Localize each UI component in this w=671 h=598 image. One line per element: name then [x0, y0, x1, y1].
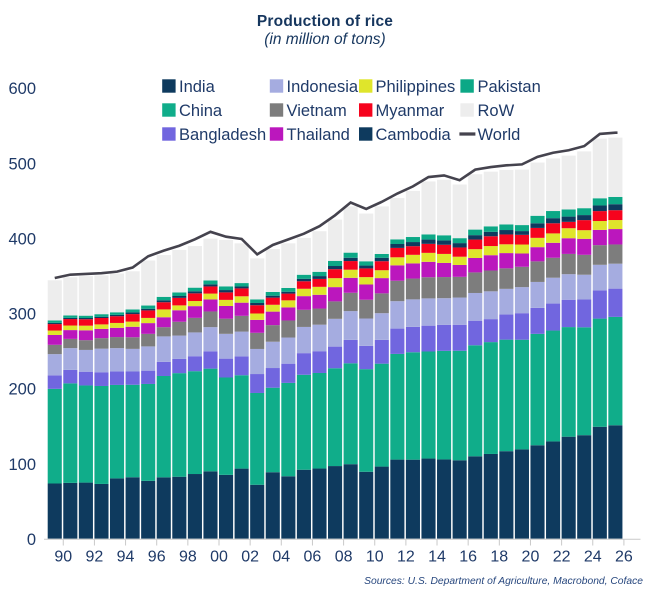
- svg-text:06: 06: [304, 549, 322, 566]
- svg-text:100: 100: [8, 456, 36, 474]
- svg-text:Vietnam: Vietnam: [287, 102, 347, 120]
- svg-text:00: 00: [210, 549, 228, 566]
- svg-text:400: 400: [8, 230, 36, 248]
- svg-text:300: 300: [8, 306, 36, 324]
- svg-text:96: 96: [148, 549, 166, 566]
- svg-text:World: World: [478, 126, 521, 144]
- svg-text:RoW: RoW: [478, 102, 515, 120]
- svg-text:14: 14: [428, 549, 446, 566]
- svg-text:India: India: [179, 78, 216, 96]
- svg-text:Thailand: Thailand: [287, 126, 350, 144]
- svg-text:(in million of tons): (in million of tons): [264, 31, 385, 48]
- svg-text:90: 90: [54, 549, 72, 566]
- svg-text:500: 500: [8, 155, 36, 173]
- svg-text:22: 22: [553, 549, 571, 566]
- svg-text:18: 18: [490, 549, 508, 566]
- svg-text:12: 12: [397, 549, 415, 566]
- svg-text:26: 26: [615, 549, 633, 566]
- svg-text:16: 16: [459, 549, 477, 566]
- svg-text:China: China: [179, 102, 223, 120]
- svg-text:Bangladesh: Bangladesh: [179, 126, 266, 144]
- svg-text:Sources: U.S. Department of Ag: Sources: U.S. Department of Agriculture,…: [364, 576, 643, 587]
- svg-text:Indonesia: Indonesia: [287, 78, 359, 96]
- svg-text:10: 10: [366, 549, 384, 566]
- svg-text:600: 600: [8, 80, 36, 98]
- svg-text:02: 02: [241, 549, 259, 566]
- svg-text:08: 08: [335, 549, 353, 566]
- svg-text:0: 0: [27, 531, 36, 549]
- svg-text:200: 200: [8, 381, 36, 399]
- svg-text:92: 92: [86, 549, 104, 566]
- svg-text:Cambodia: Cambodia: [376, 126, 452, 144]
- svg-text:Myanmar: Myanmar: [376, 102, 445, 120]
- svg-text:94: 94: [117, 549, 135, 566]
- svg-text:98: 98: [179, 549, 197, 566]
- svg-text:Philippines: Philippines: [376, 78, 456, 96]
- svg-text:Pakistan: Pakistan: [478, 78, 541, 96]
- svg-text:04: 04: [272, 549, 290, 566]
- svg-text:20: 20: [522, 549, 540, 566]
- svg-text:Production of rice: Production of rice: [257, 13, 393, 30]
- svg-text:24: 24: [584, 549, 602, 566]
